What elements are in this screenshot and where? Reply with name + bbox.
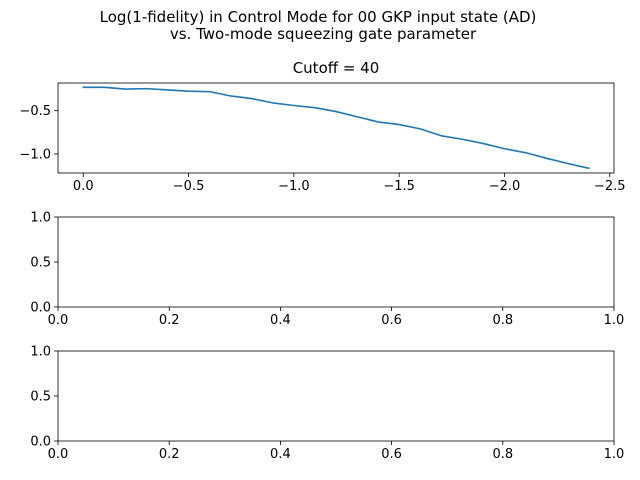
- axes-3-xtick-label: 0.4: [270, 447, 291, 462]
- axes-2: 0.0 0.2 0.4 0.6 0.8 1.0 0.0 0.5 1.0: [30, 211, 624, 329]
- axes-1-ytick-label: −1.0: [19, 147, 51, 162]
- axes-1-ytick-label: −0.5: [19, 104, 51, 119]
- axes-2-xtick-label: 1.0: [604, 313, 625, 328]
- axes-1-xtick-label: −1.5: [383, 179, 415, 194]
- axes-3-xtick-label: 0.2: [159, 447, 180, 462]
- axes-1: 0.0 −0.5 −1.0 −1.5 −2.0 −2.5 −0.5 −1.0 Cutoff = …: [19, 59, 625, 194]
- axes-1-title: Cutoff = 40: [293, 59, 380, 77]
- axes-2-ytick-label: 1.0: [30, 211, 51, 226]
- axes-1-xtick-label: −2.5: [594, 179, 626, 194]
- figure-suptitle-line1: Log(1-fidelity) in Control Mode for 00 G…: [100, 8, 537, 26]
- figure-suptitle-line2: vs. Two-mode squeezing gate parameter: [170, 25, 477, 43]
- axes-1-series-1-line: [82, 86, 590, 170]
- axes-3-xtick-label: 0.6: [381, 447, 402, 462]
- axes-3-ytick-label: 0.5: [30, 390, 51, 405]
- axes-1-xtick-label: 0.0: [73, 179, 94, 194]
- axes-1-frame: [57, 82, 615, 174]
- axes-2-xtick-label: 0.0: [48, 313, 69, 328]
- axes-3-xtick-label: 0.8: [492, 447, 513, 462]
- axes-2-ytick-label: 0.5: [30, 256, 51, 271]
- axes-layer: 0.0 −0.5 −1.0 −1.5 −2.0 −2.5 −0.5 −1.0 Cutoff = …: [19, 59, 625, 462]
- axes-1-xtick-label: −0.5: [173, 179, 205, 194]
- axes-1-xtick-label: −1.0: [278, 179, 310, 194]
- axes-2-xtick-label: 0.2: [159, 313, 180, 328]
- axes-2-ytick-label: 0.0: [30, 301, 51, 316]
- axes-2-xtick-label: 0.8: [492, 313, 513, 328]
- axes-3-xtick-label: 0.0: [48, 447, 69, 462]
- axes-3: 0.0 0.2 0.4 0.6 0.8 1.0 0.0 0.5 1.0: [30, 345, 624, 463]
- axes-3-xtick-label: 1.0: [604, 447, 625, 462]
- axes-3-ytick-label: 0.0: [30, 435, 51, 450]
- axes-3-ytick-label: 1.0: [30, 345, 51, 360]
- axes-1-xtick-label: −2.0: [489, 179, 521, 194]
- axes-2-xtick-label: 0.4: [270, 313, 291, 328]
- axes-2-xtick-label: 0.6: [381, 313, 402, 328]
